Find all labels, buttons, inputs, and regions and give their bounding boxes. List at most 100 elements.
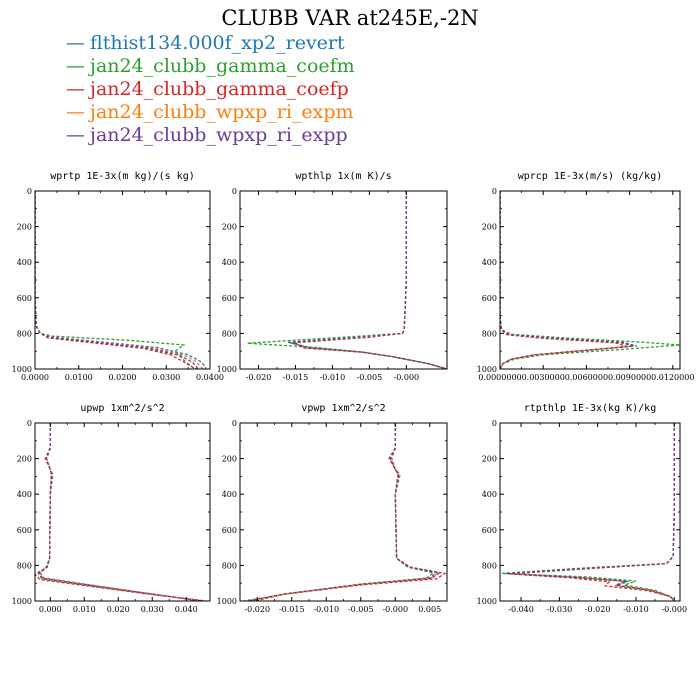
x-tick-label: -0.000	[661, 605, 687, 614]
legend-label: jan24_clubb_wpxp_ri_expp	[90, 124, 348, 146]
x-tick-label: -0.000	[382, 605, 408, 614]
series-line	[506, 423, 675, 601]
plot-frame	[34, 190, 211, 370]
figure-title: CLUBB VAR at245E,-2N	[221, 6, 479, 30]
legend-item: — jan24_clubb_wpxp_ri_expp	[66, 124, 355, 147]
panel-title: rtpthlp 1E-3x(kg K)/kg	[524, 403, 656, 414]
chart-panel: wprcp 1E-3x(m/s) (kg/kg) 0 200 400 600 800 100…	[477, 171, 695, 382]
series-line	[500, 191, 635, 369]
y-tick-label: 200	[17, 223, 32, 232]
panel-title: wprtp 1E-3x(m kg)/(s kg)	[50, 171, 195, 182]
x-tick-label: 0.0060000	[565, 373, 608, 382]
legend-dash: —	[66, 124, 85, 146]
chart-panel: wprtp 1E-3x(m kg)/(s kg) 0 200 400 600 800 100…	[12, 171, 224, 382]
panel-title: wprcp 1E-3x(m/s) (kg/kg)	[518, 171, 663, 182]
legend-dash: —	[66, 55, 85, 77]
legend-item: — jan24_clubb_gamma_coefp	[66, 78, 355, 101]
y-tick-label: 1000	[217, 365, 237, 374]
legend-dash: —	[66, 101, 85, 123]
x-tick-label: -0.020	[585, 605, 611, 614]
series-line	[247, 191, 447, 369]
x-tick-label: -0.010	[623, 605, 649, 614]
x-tick-label: 0.000	[39, 605, 62, 614]
y-tick-label: 600	[482, 526, 497, 535]
y-tick-label: 400	[17, 490, 32, 499]
series-line	[37, 423, 204, 601]
y-tick-label: 1000	[12, 365, 32, 374]
legend-label: jan24_clubb_gamma_coefp	[90, 78, 349, 100]
y-tick-label: 800	[17, 329, 32, 338]
chart-panel: upwp 1xm^2/s^2 0 200 400 600 800 1000 0.000 0.01…	[12, 403, 211, 614]
x-tick-label: 0.0300	[152, 373, 180, 382]
series-line	[253, 423, 447, 601]
y-tick-label: 0	[27, 419, 32, 428]
x-tick-label: 0.005	[418, 605, 441, 614]
x-tick-label: 0.020	[107, 605, 130, 614]
y-tick-label: 400	[17, 258, 32, 267]
series-line	[293, 191, 447, 369]
y-tick-label: 800	[482, 561, 497, 570]
y-tick-label: 200	[222, 455, 237, 464]
series-line	[246, 423, 439, 601]
y-tick-label: 0	[232, 419, 237, 428]
y-tick-label: 1000	[477, 597, 497, 606]
legend-item: — jan24_clubb_gamma_coefm	[66, 55, 355, 78]
y-tick-label: 600	[222, 526, 237, 535]
panel-title: wpthlp 1x(m K)/s	[295, 171, 391, 182]
x-tick-label: 0.0100	[65, 373, 93, 382]
y-tick-label: 1000	[217, 597, 237, 606]
legend-label: flthist134.000f_xp2_revert	[90, 32, 345, 54]
legend-label: jan24_clubb_wpxp_ri_expm	[90, 101, 354, 123]
y-tick-label: 400	[482, 258, 497, 267]
legend-item: — flthist134.000f_xp2_revert	[66, 32, 355, 55]
x-tick-label: 0.0030000	[522, 373, 565, 382]
x-tick-label: -0.030	[547, 605, 573, 614]
series-line	[38, 423, 202, 601]
y-tick-label: 400	[482, 490, 497, 499]
x-tick-label: -0.005	[348, 605, 374, 614]
y-tick-label: 200	[482, 455, 497, 464]
y-tick-label: 1000	[477, 365, 497, 374]
legend-dash: —	[66, 32, 85, 54]
x-tick-label: -0.020	[246, 373, 272, 382]
chart-panel: wpthlp 1x(m K)/s 0 200 400 600 800 1000 -0.020 -…	[217, 171, 448, 382]
y-tick-label: 600	[17, 526, 32, 535]
y-tick-label: 1000	[12, 597, 32, 606]
x-tick-label: 0.0090000	[608, 373, 651, 382]
x-tick-label: 0.0000	[21, 373, 49, 382]
x-tick-label: 0.040	[175, 605, 198, 614]
series-line	[37, 423, 203, 601]
panel-title: upwp 1xm^2/s^2	[80, 403, 164, 414]
series-line	[35, 423, 207, 601]
series-line	[287, 191, 447, 369]
x-tick-label: -0.005	[357, 373, 383, 382]
x-tick-label: -0.010	[320, 373, 346, 382]
panel-title: vpwp 1xm^2/s^2	[301, 403, 385, 414]
chart-panel: vpwp 1xm^2/s^2 0 200 400 600 800 1000 -0.020 -0.…	[217, 403, 448, 614]
y-tick-label: 600	[17, 294, 32, 303]
plot-frame	[239, 190, 448, 370]
x-tick-label: -0.010	[313, 605, 339, 614]
y-tick-label: 200	[222, 223, 237, 232]
legend: — flthist134.000f_xp2_revert — jan24_clu…	[66, 32, 355, 147]
series-line	[248, 423, 442, 601]
y-tick-label: 200	[17, 455, 32, 464]
legend-label: jan24_clubb_gamma_coefm	[90, 55, 355, 77]
y-tick-label: 800	[17, 561, 32, 570]
x-tick-label: -0.015	[279, 605, 305, 614]
y-tick-label: 0	[492, 187, 497, 196]
x-tick-label: 0.0000000	[478, 373, 521, 382]
legend-dash: —	[66, 78, 85, 100]
y-tick-label: 400	[222, 258, 237, 267]
y-tick-label: 600	[482, 294, 497, 303]
y-tick-label: 800	[482, 329, 497, 338]
series-line	[291, 191, 447, 369]
x-tick-label: 0.0120000	[651, 373, 694, 382]
x-tick-label: 0.0400	[196, 373, 224, 382]
x-tick-label: -0.040	[508, 605, 534, 614]
x-tick-label: -0.000	[394, 373, 420, 382]
series-line	[289, 191, 447, 369]
x-tick-label: -0.020	[244, 605, 270, 614]
x-tick-label: -0.015	[283, 373, 309, 382]
y-tick-label: 0	[492, 419, 497, 428]
